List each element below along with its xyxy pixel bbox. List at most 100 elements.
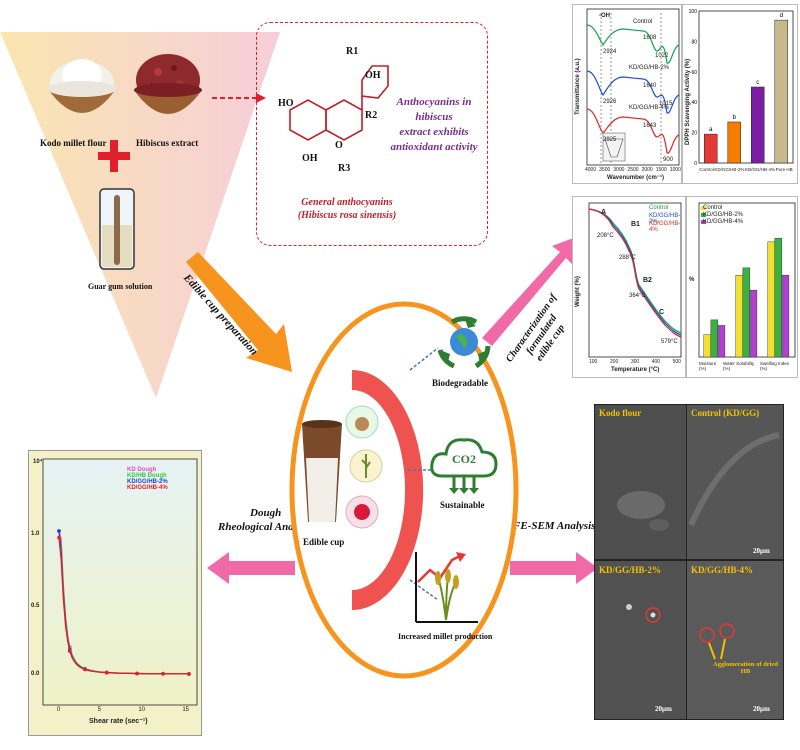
claim-line-2: extract exhibits xyxy=(399,126,469,138)
edible-cup-label: Edible cup xyxy=(303,537,345,547)
dpph-category: KD/GG/HB-4% xyxy=(745,167,776,172)
rheo-xticks: 0 5 10 15 xyxy=(57,707,189,713)
r2-label: R2 xyxy=(365,110,378,121)
tga-xtick: 400 xyxy=(651,359,661,365)
tga-series-2: KD/GG/HB-2% xyxy=(649,213,681,225)
o-label: O xyxy=(335,140,343,151)
ftir-svg xyxy=(586,8,680,166)
props-bar xyxy=(717,325,726,358)
rheo-legend-kdhb: KD/HB Dough xyxy=(127,473,167,479)
dpph-letter: c xyxy=(756,80,759,86)
kodo-flour-label: Kodo millet flour xyxy=(40,138,107,148)
sustainable-label: Sustainable xyxy=(440,500,485,510)
dpph-bar xyxy=(751,86,765,164)
sem-label-kodo: Kodo flour xyxy=(599,408,642,418)
guar-gum-beaker-image xyxy=(99,188,135,270)
dpph-letter: a xyxy=(709,127,713,133)
ftir-peak-7: 2925 xyxy=(603,137,617,143)
rheo-ytick-1: 1.0 xyxy=(31,531,40,537)
rheo-xtick: 5 xyxy=(97,707,101,713)
rheo-svg xyxy=(42,458,198,706)
tga-region-b2: B2 xyxy=(643,277,652,284)
sem-label-hb2: KD/GG/HB-2% xyxy=(599,565,662,575)
tga-chart: Weight (%) Control KD/GG/HB-2% KD/GG/HB-… xyxy=(572,196,686,378)
sem-label-control: Control (KD/GG) xyxy=(691,408,760,418)
rheology-chart: 10⁴ 1.0 0.5 0.0 0 5 10 15 Shear rate (se… xyxy=(28,450,202,736)
rheo-legend-kd: KD Dough xyxy=(127,467,157,473)
tga-xtick: 100 xyxy=(589,359,598,365)
ftir-peak-6: 1015 xyxy=(659,101,673,107)
claim-line-1: Anthocyanins in hibiscus xyxy=(396,96,472,123)
co2-label: CO2 xyxy=(452,452,476,466)
ftir-peak-3: 1022 xyxy=(655,53,669,59)
tga-temp-4: 579°C xyxy=(661,339,678,345)
props-legend-control: Control xyxy=(703,205,723,211)
sem-scale-hb2: 20μm xyxy=(655,705,672,713)
edible-cup-image xyxy=(302,420,342,522)
dpph-ytick: 60 xyxy=(691,70,697,76)
rheo-point xyxy=(83,667,87,672)
props-categories: Moisture (%) Water Solubility (%) Swelli… xyxy=(699,361,795,371)
caption-line-2: (Hibiscus rosa sinensis) xyxy=(297,210,397,221)
millet-growth-icon xyxy=(415,552,478,623)
sem-label-hb4: KD/GG/HB-4% xyxy=(691,565,754,575)
r3-label: R3 xyxy=(338,163,351,174)
tga-region-c: C xyxy=(659,309,665,316)
ftir-xlabel: Wavenumber (cm⁻¹) xyxy=(607,175,664,181)
tga-xtick: 300 xyxy=(630,359,640,365)
props-bar xyxy=(749,289,758,358)
sem-scale-control: 20μm xyxy=(753,547,770,555)
sem-control-texture xyxy=(688,432,780,527)
oh-top-label: OH xyxy=(365,70,381,81)
rheo-xtick: 0 xyxy=(57,707,61,713)
ingredient-circles xyxy=(345,405,383,529)
dpph-ytick: 20 xyxy=(691,131,697,137)
prep-arrow xyxy=(186,252,292,372)
rheo-legend: KD Dough KD/HB Dough KD/GG/HB-2% KD/GG/H… xyxy=(127,467,168,491)
flour-bowl-image xyxy=(48,59,116,113)
props-bar xyxy=(774,237,783,358)
rheo-point xyxy=(57,535,61,540)
rheo-ytick-0: 0.0 xyxy=(31,671,40,677)
rheo-point xyxy=(187,672,191,676)
ftir-series-4: KD/GG/HB-4% xyxy=(629,105,670,111)
plus-icon xyxy=(98,140,130,172)
char-arrow xyxy=(482,234,584,346)
caption-line-1: General anthocyanins xyxy=(301,197,393,208)
dpph-category: Control xyxy=(699,167,714,172)
sem-agglomeration-note: Agglomeration of dried HB xyxy=(713,661,778,675)
tga-svg xyxy=(588,202,682,358)
millet-label: Increased millet production xyxy=(398,632,493,641)
tga-temp-1: 208°C xyxy=(597,233,614,239)
props-legend-2: KD/GG/HB-2% xyxy=(703,212,744,218)
tga-xlabel: Temperature (°C) xyxy=(611,367,660,373)
sem-note-line-1: Agglomeration of dried xyxy=(713,661,778,668)
ftir-xtick: 3000 xyxy=(613,167,625,173)
anthocyanin-structure xyxy=(289,65,389,141)
props-bar xyxy=(781,275,790,358)
guar-gum-label: Guar gum solution xyxy=(88,282,153,291)
props-legend-4: KD/GG/HB-4% xyxy=(703,219,744,225)
anthocyanin-box xyxy=(256,22,488,246)
dpph-category: Pure HB xyxy=(775,167,793,172)
props-bar xyxy=(710,319,719,358)
props-bar xyxy=(742,267,751,358)
props-ylabel: % xyxy=(689,277,695,283)
hibiscus-label: Hibiscus extract xyxy=(136,138,199,148)
sem-hb4: KD/GG/HB-4% Agglomeration of dried HB 20… xyxy=(686,560,784,720)
rheo-point xyxy=(161,672,165,676)
recycle-globe-icon xyxy=(437,316,491,369)
anthocyanin-caption: General anthocyanins (Hibiscus rosa sine… xyxy=(282,196,412,222)
ftir-xtick: 1500 xyxy=(655,167,667,173)
ftir-peak-1: 2924 xyxy=(603,49,617,55)
ftir-peak-2: 1608 xyxy=(643,35,657,41)
ftir-peak-5: 1640 xyxy=(643,83,657,89)
ftir-xtick: 3500 xyxy=(599,167,611,173)
dpph-category: KD/GG/HB-2% xyxy=(714,167,745,172)
ingredients-triangle xyxy=(0,32,280,398)
dpph-letter: b xyxy=(733,115,737,121)
co2-cloud-icon xyxy=(430,438,498,494)
dpph-ylabel: DPPH Scavenging Activity (%) xyxy=(685,58,691,145)
props-bar xyxy=(735,275,744,358)
rheo-legend-2: KD/GG/HB-2% xyxy=(127,479,168,485)
